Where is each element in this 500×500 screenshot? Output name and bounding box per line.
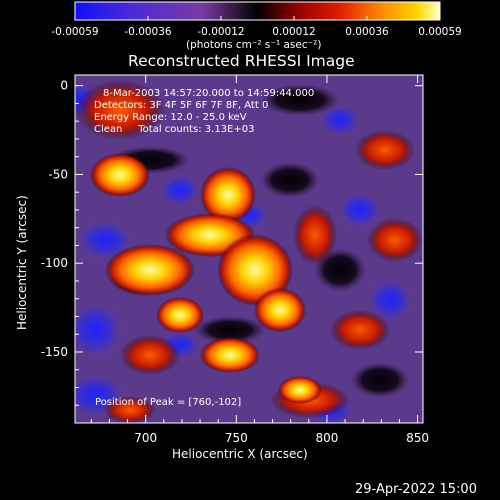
peak-emission-region xyxy=(90,153,322,404)
x-tick-label: 800 xyxy=(315,431,338,445)
y-tick-label: -150 xyxy=(41,345,68,359)
x-tick-label: 850 xyxy=(406,431,429,445)
y-axis-label: Heliocentric Y (arcsec) xyxy=(15,195,29,330)
colorbar-ticks: -0.00059 -0.00036 -0.00012 0.00012 0.00036 0.… xyxy=(51,16,462,38)
algorithm-counts: Clean Total counts: 3.13E+03 xyxy=(94,124,255,135)
x-tick-label: 700 xyxy=(134,431,157,445)
colorbar-tick-label: -0.00012 xyxy=(197,26,244,38)
y-tick-label: -50 xyxy=(48,167,68,181)
chart-title: Reconstructed RHESSI Image xyxy=(128,52,355,70)
observation-time: 8-Mar-2003 14:57:20.000 to 14:59:44.000 xyxy=(103,88,315,99)
colorbar-tick-label: 0.00059 xyxy=(418,26,461,38)
heatmap-image xyxy=(75,75,423,423)
axis-ticks: 700 750 800 850 0 -50 -100 -150 xyxy=(41,75,429,445)
energy-range: Energy Range: 12.0 - 25.0 keV xyxy=(94,112,247,123)
colorbar-tick-label: -0.00036 xyxy=(124,26,172,38)
y-tick-label: -100 xyxy=(41,256,68,270)
detectors-info: Detectors: 3F 4F 5F 6F 7F 8F, Att 0 xyxy=(94,100,269,111)
timestamp: 29-Apr-2022 15:00 xyxy=(355,482,477,497)
colorbar-unit-label: (photons cm⁻² s⁻¹ asec⁻²) xyxy=(186,39,322,51)
colorbar-gradient xyxy=(74,1,441,21)
plot-frame xyxy=(74,74,424,424)
x-axis-label: Heliocentric X (arcsec) xyxy=(172,447,308,461)
colorbar-tick-label: 0.00036 xyxy=(345,26,389,38)
colorbar-tick-label: -0.00059 xyxy=(51,26,98,38)
x-tick-label: 750 xyxy=(225,431,248,445)
colorbar: -0.00059 -0.00036 -0.00012 0.00012 0.00036 0.… xyxy=(51,1,462,38)
colorbar-tick-label: 0.00012 xyxy=(272,26,315,38)
y-tick-label: 0 xyxy=(60,79,68,93)
peak-position-label: Position of Peak = [760,-102] xyxy=(95,397,242,408)
